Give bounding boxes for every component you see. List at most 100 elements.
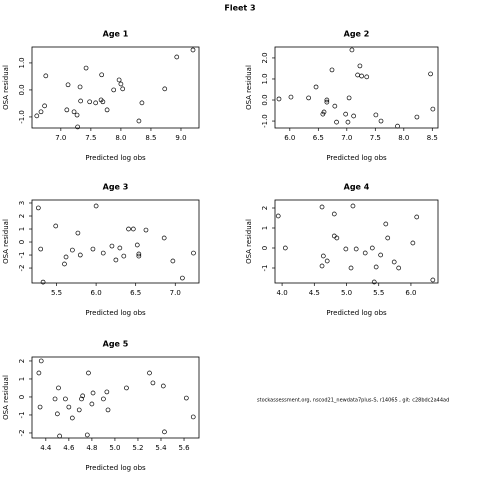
- point: [90, 246, 96, 252]
- y-tick-label: 2.0: [261, 52, 269, 63]
- point: [324, 97, 330, 103]
- y-tick-label: 1.0: [18, 57, 26, 68]
- point: [66, 404, 72, 410]
- point: [331, 211, 337, 217]
- point: [147, 370, 152, 376]
- point: [117, 245, 123, 251]
- y-tick-label: -1.0: [18, 110, 26, 124]
- point: [136, 118, 142, 124]
- point: [86, 370, 91, 376]
- y-tick-label: 2: [18, 214, 26, 218]
- x-tick-label: 5.5: [51, 289, 62, 297]
- x-axis-label: Predicted log obs: [85, 464, 146, 472]
- x-tick-label: 4.5: [309, 289, 320, 297]
- x-tick-label: 4.4: [40, 444, 52, 452]
- y-axis-label: OSA residual: [245, 219, 253, 264]
- point: [320, 253, 326, 259]
- point: [319, 204, 325, 210]
- panel-title: Age 2: [344, 30, 370, 39]
- point: [362, 250, 368, 256]
- point: [40, 279, 46, 285]
- y-axis-label: OSA residual: [245, 65, 253, 110]
- point: [329, 67, 335, 73]
- point: [355, 72, 360, 78]
- point: [183, 395, 189, 401]
- point: [373, 112, 379, 118]
- point: [57, 433, 62, 439]
- point: [63, 254, 69, 260]
- point: [83, 65, 89, 71]
- point: [54, 411, 60, 417]
- x-axis-label: Predicted log obs: [85, 154, 146, 162]
- x-tick-label: 6.0: [405, 289, 416, 297]
- x-tick-label: 6.0: [284, 134, 295, 142]
- point: [38, 109, 44, 115]
- point: [62, 261, 67, 267]
- point: [38, 246, 44, 252]
- point: [324, 258, 330, 264]
- y-tick-label: 1.0: [261, 73, 269, 84]
- point: [134, 242, 140, 248]
- point: [56, 385, 61, 391]
- point: [89, 401, 95, 407]
- point: [104, 389, 110, 395]
- x-tick-label: 4.0: [277, 289, 288, 297]
- point: [321, 109, 327, 115]
- point: [334, 119, 339, 125]
- point: [395, 123, 400, 129]
- point: [71, 109, 77, 115]
- point: [345, 119, 351, 125]
- point: [93, 100, 99, 106]
- panel: Age 3 Predicted log obs OSA residual 5.5 6.0…: [2, 183, 200, 317]
- y-tick-label: 3: [18, 201, 26, 205]
- point: [414, 114, 420, 120]
- point: [313, 84, 319, 90]
- point: [359, 73, 364, 79]
- point: [276, 96, 282, 102]
- y-tick-label: -2: [18, 429, 26, 436]
- point: [162, 429, 167, 435]
- x-tick-label: 5.5: [373, 289, 384, 297]
- point: [93, 203, 99, 209]
- x-tick-label: 6.5: [130, 289, 141, 297]
- point: [383, 221, 389, 227]
- plot-frame: [274, 199, 439, 284]
- point: [75, 124, 81, 130]
- point: [111, 87, 117, 93]
- point: [105, 407, 111, 413]
- point: [160, 383, 166, 389]
- x-tick-label: 7.0: [341, 134, 352, 142]
- point: [191, 250, 196, 256]
- x-tick-label: 8.0: [398, 134, 409, 142]
- point: [36, 370, 42, 376]
- y-tick-label: -1: [261, 265, 269, 272]
- y-tick-label: 0.0: [18, 84, 26, 95]
- point: [161, 235, 167, 241]
- point: [79, 396, 84, 402]
- point: [53, 223, 59, 229]
- point: [116, 77, 122, 83]
- point: [369, 245, 375, 251]
- point: [69, 415, 75, 421]
- point: [100, 250, 106, 256]
- y-tick-label: -2: [18, 265, 26, 272]
- point: [343, 111, 349, 117]
- point: [120, 86, 126, 92]
- point: [357, 63, 363, 69]
- point: [87, 99, 93, 105]
- panel: Age 2 Predicted log obs OSA residual 6.0 6.5…: [245, 30, 439, 162]
- point: [385, 235, 391, 241]
- point: [373, 264, 379, 270]
- x-tick-label: 6.0: [91, 289, 102, 297]
- point: [84, 432, 90, 438]
- figure-title: Fleet 3: [224, 4, 255, 13]
- point: [332, 103, 338, 109]
- point: [428, 71, 433, 77]
- point: [70, 247, 75, 253]
- y-tick-label: -1: [18, 252, 26, 259]
- point: [113, 257, 119, 263]
- point: [90, 390, 96, 396]
- point: [109, 243, 115, 249]
- y-tick-label: 1: [18, 227, 26, 231]
- point: [52, 396, 58, 402]
